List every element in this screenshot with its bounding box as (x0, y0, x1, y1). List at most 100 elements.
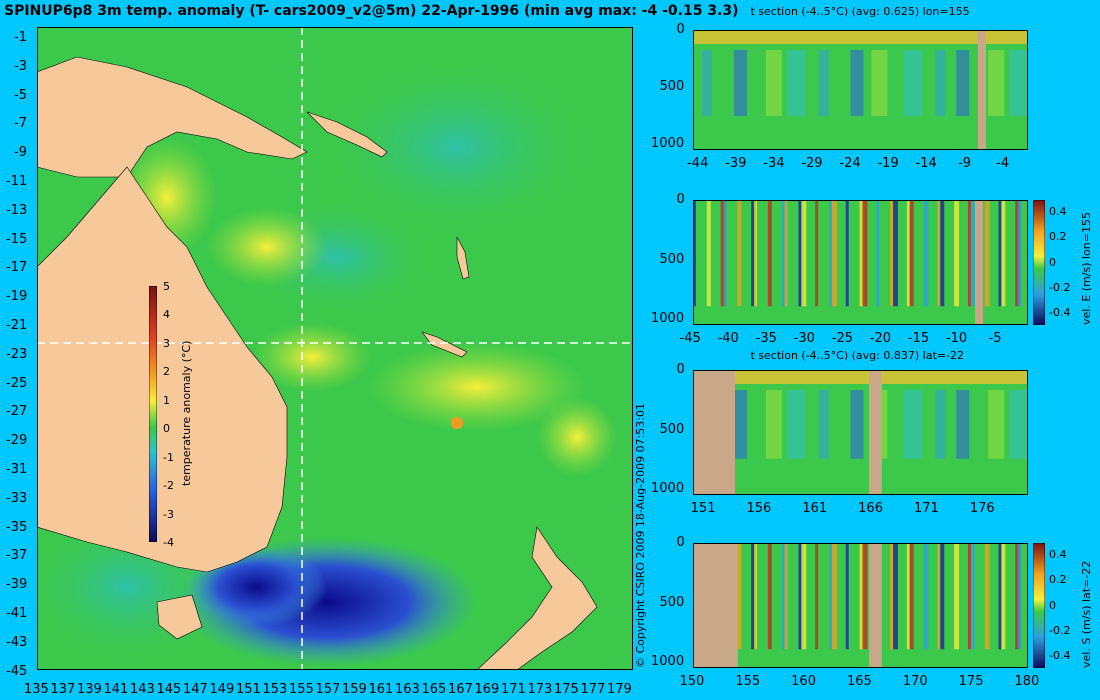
map-lon-tick-label: 179 (607, 682, 632, 697)
map-lat-tick-label: -35 (6, 519, 28, 535)
section-streak (693, 200, 696, 307)
map-colorbar-tick: 3 (163, 336, 170, 350)
section-streak (815, 200, 819, 307)
map-lon-tick-label: 137 (50, 682, 76, 697)
section-colorbar-tick: -0.2 (1049, 623, 1071, 637)
section-y-tick-label: 500 (659, 594, 685, 610)
section-streak (967, 200, 971, 307)
section-streak (998, 543, 1002, 650)
section-streak (798, 200, 803, 307)
map-lon-tick-label: 171 (501, 682, 526, 697)
map-lat-tick-label: -11 (6, 174, 28, 189)
section-x-tick-label: 150 (679, 674, 705, 689)
section-streak (871, 50, 888, 116)
section-x-tick-label: 151 (690, 501, 716, 516)
section-streak (850, 50, 864, 116)
map-colorbar-tick: -3 (163, 507, 174, 521)
section-x-tick-label: -14 (915, 156, 937, 171)
section-streak (892, 543, 898, 650)
section-streak (956, 50, 970, 116)
section-streak (781, 200, 787, 307)
section-streak (829, 200, 834, 307)
section-land-mask (869, 543, 882, 668)
section-streak (923, 543, 929, 650)
map-lat-tick-label: -43 (6, 634, 28, 650)
map-colorbar-tick: 0 (163, 422, 170, 436)
map-lon-tick-label: 161 (368, 682, 394, 697)
section-streak (733, 390, 747, 459)
section-x-tick-label: -15 (907, 331, 930, 346)
section-x-tick-label: 180 (1014, 674, 1040, 689)
map-colorbar-tick: 2 (163, 365, 170, 379)
section-x-tick-label: -10 (945, 331, 968, 346)
section-colorbar-tick: -0.2 (1049, 280, 1071, 294)
map-lon-tick-label: 151 (236, 682, 261, 697)
map-lon-tick-label: 139 (77, 682, 102, 697)
map-lat-tick-label: -33 (6, 490, 28, 506)
section-streak (1001, 543, 1006, 650)
section-streak (970, 543, 975, 650)
section-streak (831, 200, 837, 307)
section-colorbar-tick: 0.2 (1049, 573, 1067, 587)
section-streak (935, 390, 946, 459)
section-streak (798, 543, 803, 650)
section-streak (937, 543, 941, 650)
section-land-mask (693, 370, 735, 495)
section-streak (909, 200, 914, 307)
section-streak (720, 200, 726, 307)
map-lat-tick-label: -17 (6, 260, 28, 276)
section-streak (801, 543, 807, 650)
section-x-tick-label: -44 (687, 156, 709, 171)
surface-warm-band (693, 30, 1028, 44)
section-y-tick-label: 0 (676, 535, 685, 550)
section-streak (967, 543, 971, 650)
map-lon-tick-label: 143 (130, 682, 155, 697)
map-lon-tick-label: 149 (209, 682, 235, 697)
section-x-tick-label: -34 (763, 156, 785, 171)
section-streak (988, 390, 1005, 459)
section-x-tick-label: -4 (996, 156, 1010, 171)
section-colorbar-tick: 0 (1049, 255, 1056, 269)
section-streak (733, 50, 747, 116)
map-lat-tick-label: -45 (6, 663, 28, 679)
new-guinea (37, 56, 308, 178)
map-colorbar (149, 286, 157, 542)
section-x-tick-label: -19 (877, 156, 899, 171)
section-streak (1018, 543, 1022, 650)
section-x-tick-label: -45 (679, 331, 701, 346)
map-lon-tick-label: 163 (395, 682, 420, 697)
section-heatmap-3 (693, 370, 1028, 495)
map-colorbar-label: temperature anomaly (°C) (180, 340, 193, 486)
section-x-tick-label: 166 (858, 501, 883, 516)
map-colorbar-tick: 1 (163, 393, 170, 407)
map-lat-tick-label: -7 (14, 116, 27, 132)
section-x-tick-label: -24 (839, 156, 861, 171)
section-streak (940, 543, 945, 650)
section-frame (693, 30, 1028, 150)
section-streak (845, 543, 849, 650)
section-streak (956, 390, 970, 459)
map-lon-tick-label: 177 (580, 682, 606, 697)
section-heatmap-4 (693, 543, 1028, 668)
section-streak (818, 390, 829, 459)
section-streak (831, 543, 837, 650)
section-streak (892, 200, 898, 307)
section-streak (723, 200, 727, 307)
vanuatu (456, 236, 470, 280)
section-y-tick-label: 0 (676, 192, 685, 207)
section-x-tick-label: 171 (914, 501, 939, 516)
section-streak (818, 50, 829, 116)
map-colorbar-tick: -2 (163, 479, 174, 493)
map-lat-tick-label: -19 (6, 289, 28, 305)
section-colorbar-tick: -0.4 (1049, 306, 1071, 319)
section-streak (765, 50, 782, 116)
section-x-tick-label: 161 (802, 501, 828, 516)
map-lon-tick-label: 135 (24, 682, 49, 697)
section-heatmap-2 (693, 200, 1028, 325)
map-lon-tick-label: 141 (103, 682, 129, 697)
section-colorbar-tick: 0.4 (1049, 548, 1067, 561)
section-streak (903, 50, 923, 116)
section-x-tick-label: -40 (717, 331, 739, 346)
section-streak (784, 543, 788, 650)
main-map[interactable] (37, 27, 633, 670)
